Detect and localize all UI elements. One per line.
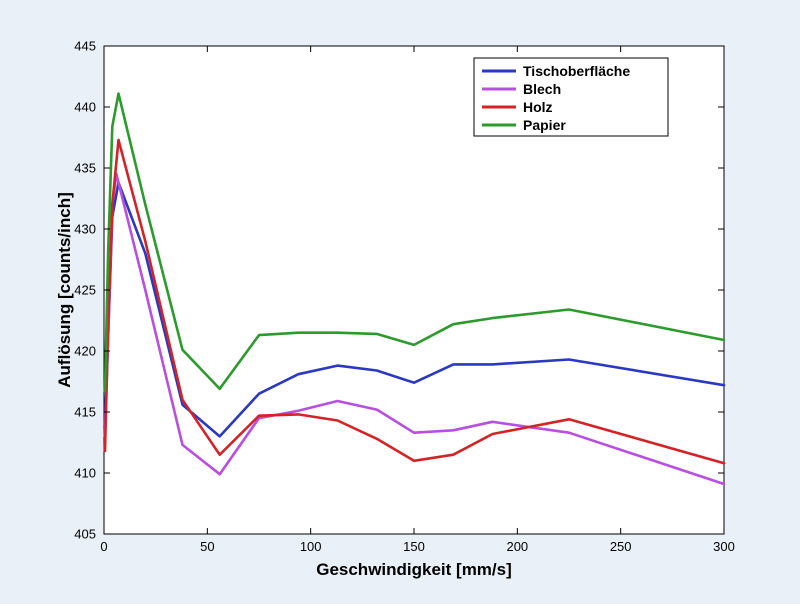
legend: Tischoberfläche Blech Holz Papier xyxy=(473,57,669,137)
y-tick-label: 440 xyxy=(74,100,96,115)
y-tick-label: 425 xyxy=(74,283,96,298)
y-tick-label: 420 xyxy=(74,344,96,359)
y-tick-label: 445 xyxy=(74,39,96,54)
x-tick-label: 300 xyxy=(713,539,735,554)
legend-label: Tischoberfläche xyxy=(523,63,630,79)
legend-label: Blech xyxy=(523,81,561,97)
y-axis-label: Auflösung [counts/inch] xyxy=(55,192,74,387)
series-line-2 xyxy=(103,138,726,465)
y-tick-label: 435 xyxy=(74,161,96,176)
y-tick-label: 410 xyxy=(74,466,96,481)
series-layer xyxy=(103,92,726,486)
x-tick-label: 50 xyxy=(200,539,214,554)
x-tick-label: 150 xyxy=(403,539,425,554)
x-tick-label: 0 xyxy=(100,539,107,554)
y-tick-label: 405 xyxy=(74,527,96,542)
x-axis-label: Geschwindigkeit [mm/s] xyxy=(316,560,512,579)
y-tick-label: 430 xyxy=(74,222,96,237)
tick-layer: 0 50 100 150 200 250 300 405 410 415 420 425 430 435 4… xyxy=(74,39,735,555)
y-tick-label: 415 xyxy=(74,405,96,420)
x-tick-label: 200 xyxy=(506,539,528,554)
legend-label: Papier xyxy=(523,117,566,133)
x-tick-label: 100 xyxy=(300,539,322,554)
x-tick-label: 250 xyxy=(610,539,632,554)
legend-label: Holz xyxy=(523,99,553,115)
series-line-3 xyxy=(103,92,726,393)
series-line-0 xyxy=(103,181,726,438)
